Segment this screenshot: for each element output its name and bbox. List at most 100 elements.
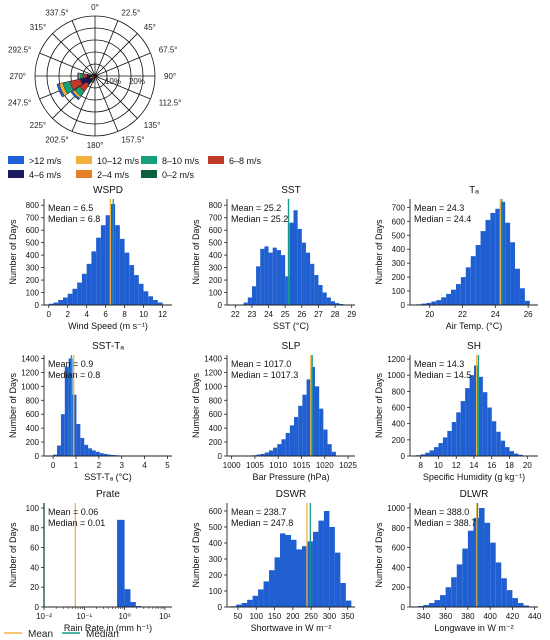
histogram-bar: [96, 237, 101, 305]
x-axis-label: SST-Tₐ (°C): [84, 472, 131, 482]
y-axis-label: Number of Days: [374, 219, 384, 285]
rose-direction-label: 292.5°: [8, 46, 31, 55]
mean-legend-label: Mean: [28, 629, 53, 640]
median-annotation: Median = 25.2: [231, 214, 288, 224]
y-tick-label: 100: [26, 289, 40, 298]
rose-legend-swatch: [8, 156, 24, 164]
y-axis-label: Number of Days: [8, 522, 18, 588]
x-tick-label: 25: [281, 310, 290, 319]
x-tick-label: 380: [461, 612, 475, 621]
histogram-bar: [501, 578, 507, 607]
histogram-bar: [77, 282, 82, 305]
histogram-bar: [505, 447, 510, 456]
rose-legend-swatch: [8, 170, 24, 178]
y-tick-label: 500: [209, 239, 223, 248]
rose-direction-label: 67.5°: [159, 46, 178, 55]
histogram-bar: [425, 452, 430, 456]
x-tick-label: 350: [341, 612, 355, 621]
histogram-bar: [491, 421, 497, 456]
rose-legend-swatch: [208, 156, 224, 164]
histogram-bar: [153, 300, 158, 305]
x-tick-label: 420: [506, 612, 520, 621]
rose-spoke: [94, 33, 138, 77]
x-tick-label: 8: [122, 310, 127, 319]
x-tick-label: 4: [84, 310, 89, 319]
histogram-bar: [58, 300, 63, 305]
rose-legend-label: >12 m/s: [29, 156, 62, 166]
histogram-bar: [276, 250, 282, 305]
histogram-bar: [81, 273, 87, 305]
histogram-bar: [100, 225, 106, 305]
y-tick-label: 200: [209, 438, 223, 447]
histogram-bar: [53, 302, 59, 305]
y-tick-label: 200: [26, 276, 40, 285]
x-tick-label: 1020: [316, 461, 334, 470]
histogram-bar: [319, 408, 324, 456]
histogram-bar: [243, 302, 248, 305]
rose-legend-swatch: [141, 156, 157, 164]
histogram-bar: [441, 297, 447, 305]
histogram-bar: [148, 296, 154, 305]
x-tick-label: 10⁰: [119, 612, 131, 621]
histogram-bar: [335, 303, 340, 305]
rose-spoke: [71, 75, 96, 132]
rose-direction-label: 0°: [91, 3, 99, 12]
histogram-panel: Tₐ 0 100 200 300 400 500 600 700 20 22 24 26 Air Temp…: [374, 185, 538, 331]
histogram-bar: [60, 414, 65, 456]
histogram-bar: [429, 450, 434, 456]
histogram-bar: [247, 599, 253, 607]
x-tick-label: 16: [487, 461, 496, 470]
x-tick-label: 27: [314, 310, 323, 319]
histogram-bar: [67, 293, 73, 305]
mean-annotation: Mean = 0.06: [48, 507, 98, 517]
x-tick-label: 1025: [339, 461, 357, 470]
histogram-bar: [301, 546, 308, 607]
x-tick-label: 440: [528, 612, 542, 621]
histogram-bar: [421, 303, 427, 305]
histogram-bar: [505, 222, 511, 305]
histogram-bar: [256, 266, 261, 305]
histogram-bar: [506, 590, 513, 607]
rose-ring-label: 20%: [129, 77, 145, 86]
y-tick-label: 600: [209, 410, 223, 419]
rose-legend-label: 10–12 m/s: [97, 156, 140, 166]
y-tick-label: 800: [392, 524, 406, 533]
histogram-bar: [138, 283, 144, 305]
histogram-bar: [129, 265, 135, 305]
histogram-bar: [84, 444, 89, 456]
median-annotation: Median = 0.8: [48, 370, 100, 380]
histogram-bar: [280, 533, 286, 607]
x-tick-label: 10⁻¹: [76, 612, 92, 621]
rose-legend-label: 6–8 m/s: [229, 156, 262, 166]
histogram-bar: [107, 454, 112, 456]
mean-annotation: Mean = 25.2: [231, 203, 281, 213]
y-tick-label: 100: [209, 289, 223, 298]
histogram-bar: [268, 252, 273, 305]
x-tick-label: 10: [434, 461, 443, 470]
histogram-bar: [72, 288, 78, 305]
rose-direction-label: 202.5°: [45, 136, 68, 145]
x-tick-label: 0: [51, 461, 56, 470]
histogram-bar: [514, 453, 519, 456]
panel-title: SST-Tₐ: [92, 341, 124, 352]
histogram-bar: [91, 251, 97, 305]
x-tick-label: 400: [483, 612, 497, 621]
y-tick-label: 800: [209, 396, 223, 405]
x-axis-label: Air Temp. (°C): [446, 321, 502, 331]
histogram-bar: [115, 225, 120, 305]
histogram-bar: [76, 423, 81, 456]
histogram-bar: [99, 453, 104, 456]
histogram-bar: [460, 277, 466, 305]
histogram-panel: Prate 0 20 40 60 80 100 10⁻² 10⁻¹ 10⁰ 10¹ Rain Rate…: [8, 489, 172, 633]
median-annotation: Median = 24.4: [414, 214, 471, 224]
y-tick-label: 400: [26, 424, 40, 433]
histogram-bar: [339, 304, 344, 305]
rose-direction-label: 157.5°: [121, 136, 144, 145]
histogram-bar: [157, 302, 163, 305]
histogram-bar: [274, 557, 281, 607]
histogram-bar: [475, 245, 481, 305]
rose-direction-label: 315°: [30, 23, 47, 32]
y-tick-label: 1200: [21, 368, 39, 377]
y-tick-label: 400: [392, 420, 406, 429]
